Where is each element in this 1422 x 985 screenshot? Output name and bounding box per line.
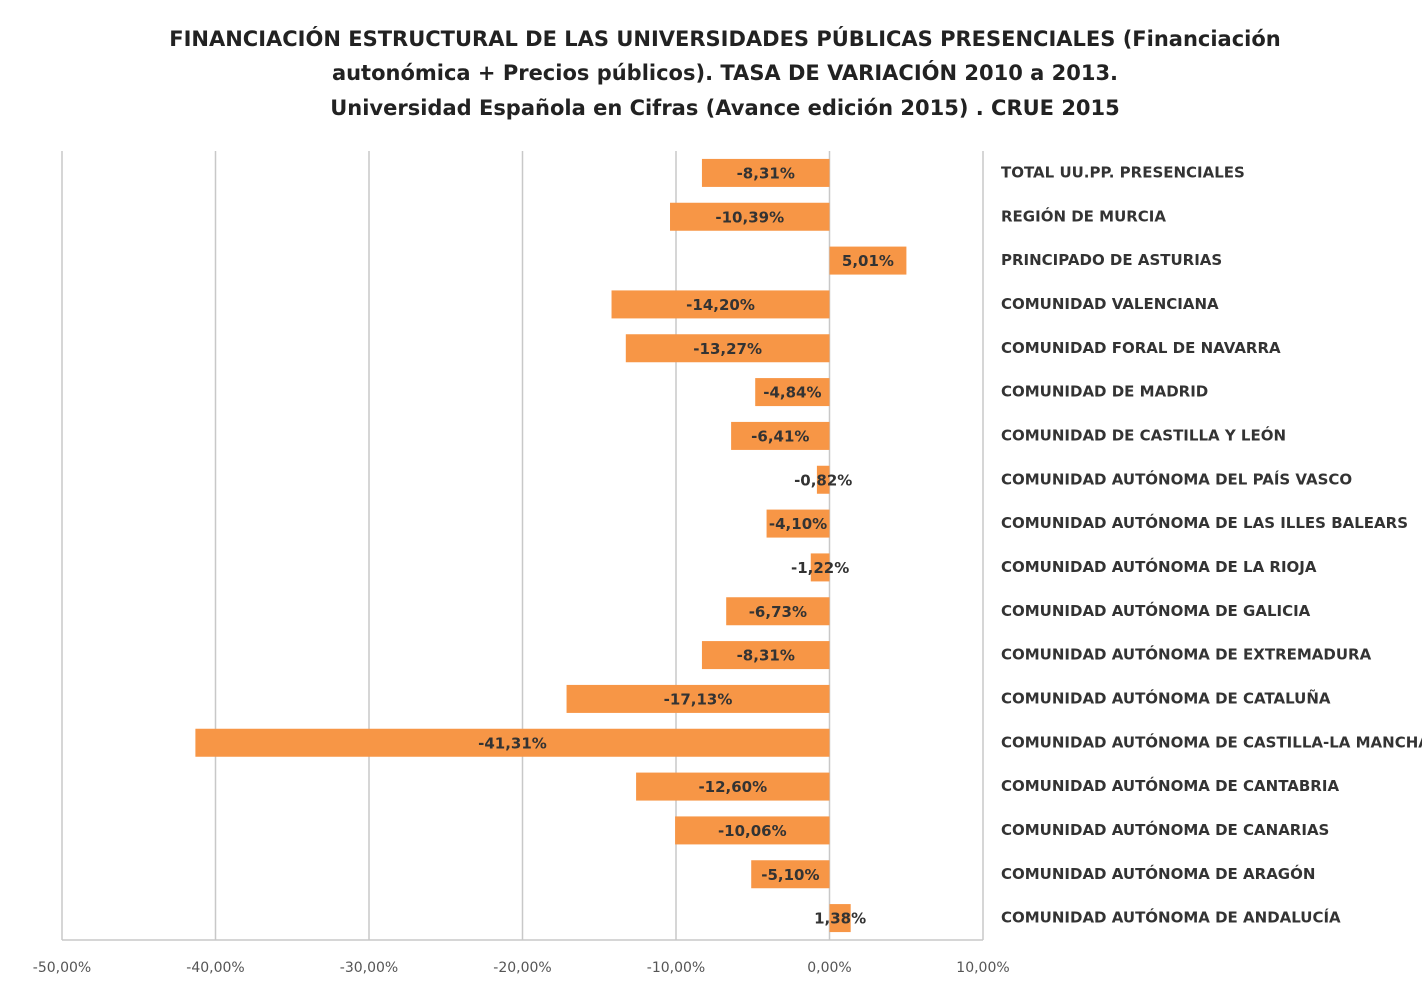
x-tick-label: -40,00% [186, 960, 244, 976]
bar [701, 641, 830, 670]
bar [816, 465, 830, 494]
category-label: REGIÓN DE MURCIA [1001, 206, 1166, 225]
value-label: 1,38% [814, 910, 866, 928]
bar [636, 772, 830, 801]
category-label: COMUNIDAD AUTÓNOMA DE LAS ILLES BALEARS [1001, 513, 1408, 532]
bar [810, 553, 830, 582]
category-label: COMUNIDAD AUTÓNOMA DE EXTREMADURA [1001, 645, 1372, 664]
category-label: TOTAL UU.PP. PRESENCIALES [1001, 163, 1245, 181]
x-tick-label: 0,00% [807, 960, 851, 976]
category-label: COMUNIDAD AUTÓNOMA DE LA RIOJA [1001, 557, 1317, 576]
bar [611, 290, 830, 319]
bar [829, 904, 851, 933]
bar [195, 728, 830, 757]
category-label: COMUNIDAD AUTÓNOMA DE GALICIA [1001, 601, 1311, 620]
category-label: COMUNIDAD DE CASTILLA Y LEÓN [1001, 425, 1286, 444]
bar [829, 246, 907, 275]
bar [751, 860, 830, 889]
value-label: -0,82% [794, 471, 852, 489]
bar [625, 334, 830, 363]
chart-title: Universidad Española en Cifras (Avance e… [330, 96, 1120, 120]
x-tick-label: -30,00% [340, 960, 398, 976]
x-tick-label: -50,00% [33, 960, 91, 976]
category-label: COMUNIDAD AUTÓNOMA DE CATALUÑA [1001, 688, 1331, 707]
category-label: COMUNIDAD DE MADRID [1001, 383, 1208, 401]
category-label: COMUNIDAD AUTÓNOMA DE CANARIAS [1001, 820, 1329, 839]
bar [701, 158, 830, 187]
value-label: -5,10% [761, 866, 819, 884]
value-label: -12,60% [698, 778, 767, 796]
x-tick-label: -10,00% [647, 960, 705, 976]
bar [566, 684, 830, 713]
category-label: COMUNIDAD VALENCIANA [1001, 295, 1219, 313]
value-label: -8,31% [737, 647, 795, 665]
bar [755, 378, 830, 407]
category-label: COMUNIDAD AUTÓNOMA DE ANDALUCÍA [1001, 908, 1341, 927]
value-label: 5,01% [842, 252, 894, 270]
x-tick-label: -20,00% [493, 960, 551, 976]
value-label: -6,41% [751, 427, 809, 445]
bar [675, 816, 830, 845]
category-label: COMUNIDAD AUTÓNOMA DE CANTABRIA [1001, 776, 1339, 795]
value-label: -10,06% [718, 822, 787, 840]
chart-title: autonómica + Precios públicos). TASA DE … [332, 60, 1118, 85]
bar [731, 421, 830, 450]
value-label: -10,39% [715, 208, 784, 226]
value-label: -6,73% [749, 603, 807, 621]
value-label: -4,84% [763, 384, 821, 402]
bar [766, 509, 830, 538]
category-label: COMUNIDAD FORAL DE NAVARRA [1001, 339, 1281, 357]
category-label: COMUNIDAD AUTÓNOMA DE CASTILLA-LA MANCHA [1001, 732, 1422, 751]
category-label: COMUNIDAD AUTÓNOMA DE ARAGÓN [1001, 864, 1315, 883]
category-label: COMUNIDAD AUTÓNOMA DEL PAÍS VASCO [1001, 469, 1352, 488]
value-label: -17,13% [664, 690, 733, 708]
x-tick-label: 10,00% [956, 960, 1009, 976]
value-label: -13,27% [693, 340, 762, 358]
value-label: -8,31% [737, 164, 795, 182]
value-label: -14,20% [686, 296, 755, 314]
value-label: -41,31% [478, 734, 547, 752]
value-label: -1,22% [791, 559, 849, 577]
chart-title: FINANCIACIÓN ESTRUCTURAL DE LAS UNIVERSI… [169, 26, 1281, 51]
value-label: -4,10% [769, 515, 827, 533]
bar [670, 202, 830, 231]
category-label: PRINCIPADO DE ASTURIAS [1001, 251, 1222, 269]
bar [726, 597, 830, 626]
